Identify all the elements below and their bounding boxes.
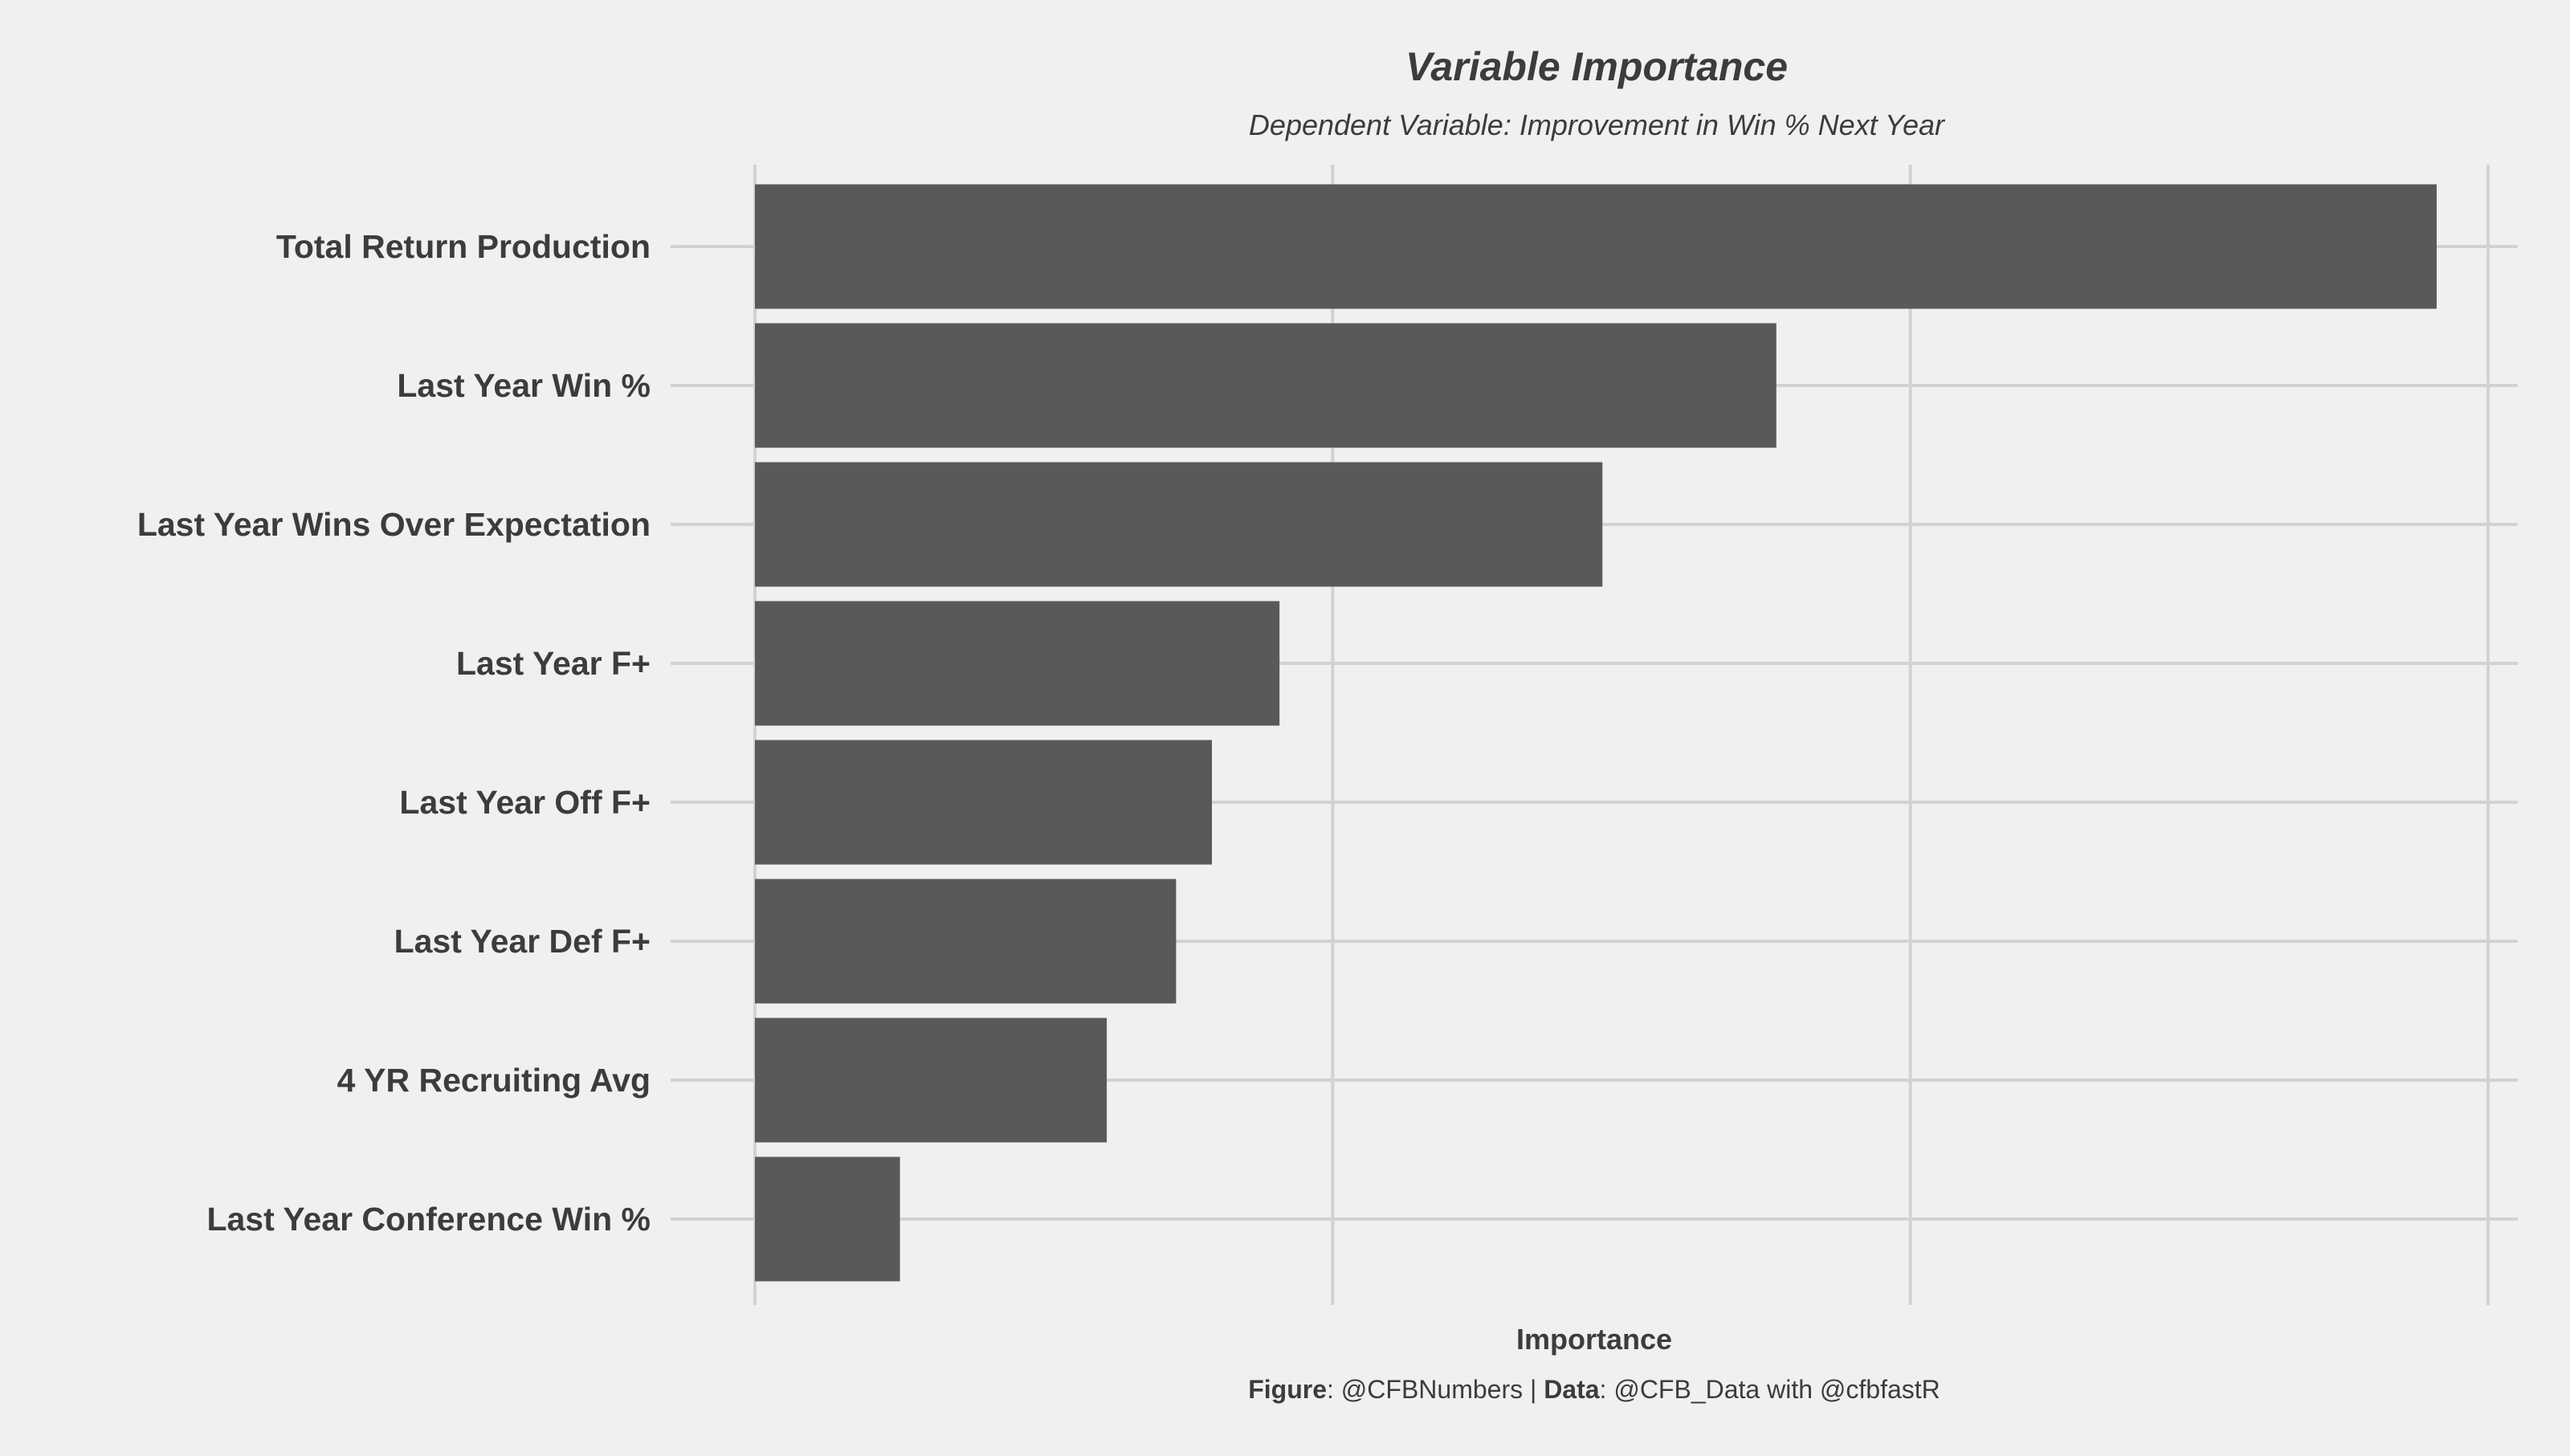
bar-0 [755,184,2437,309]
category-label-7: Last Year Conference Win % [206,1201,651,1238]
caption: Figure: @CFBNumbers | Data: @CFB_Data wi… [1248,1375,1940,1404]
caption-figure-label: Figure [1248,1375,1327,1404]
caption-data-label: Data [1544,1375,1600,1404]
bars [755,184,2437,1282]
category-label-5: Last Year Def F+ [394,923,651,960]
bar-2 [755,462,1603,587]
bar-5 [755,879,1177,1004]
bar-3 [755,601,1280,726]
category-label-4: Last Year Off F+ [399,784,651,821]
bar-4 [755,740,1212,865]
category-label-0: Total Return Production [276,228,651,265]
category-label-1: Last Year Win % [397,367,651,404]
caption-data-value: : @CFB_Data with @cfbfastR [1600,1375,1940,1404]
category-label-2: Last Year Wins Over Expectation [137,506,651,543]
caption-figure-value: : @CFBNumbers | [1327,1375,1544,1404]
bar-1 [755,323,1777,448]
bar-6 [755,1018,1108,1143]
category-label-3: Last Year F+ [456,645,651,682]
chart-title: Variable Importance [1405,44,1788,89]
category-labels: Total Return Production Last Year Win % La… [137,228,651,1238]
category-label-6: 4 YR Recruiting Avg [337,1062,651,1099]
chart-subtitle: Dependent Variable: Improvement in Win %… [1249,108,1946,141]
bar-7 [755,1156,900,1282]
x-axis-title: Importance [1516,1323,1672,1356]
